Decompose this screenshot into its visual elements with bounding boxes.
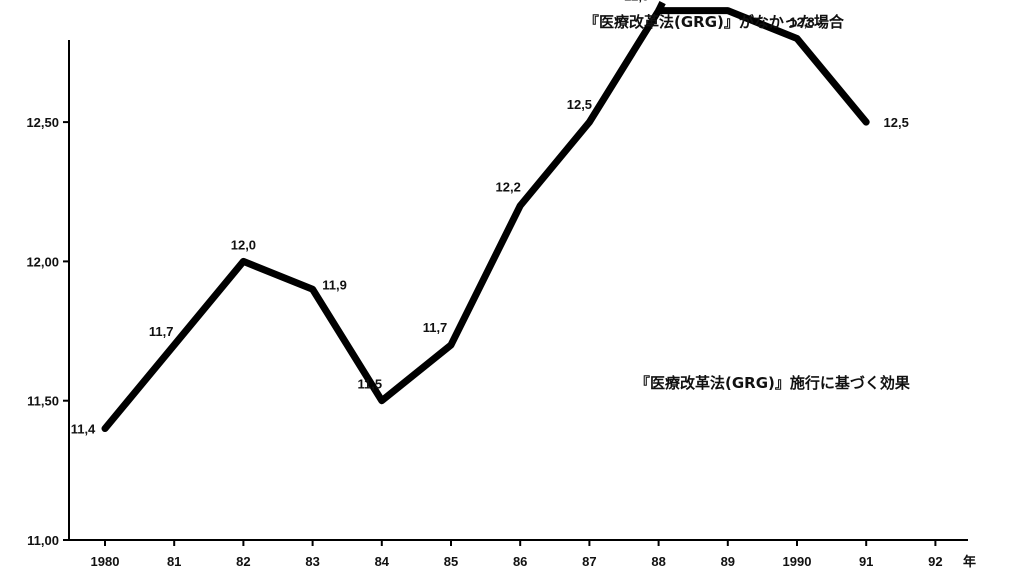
y-tick-label: 11,00 [27,533,59,548]
x-tick-label: 84 [375,554,390,569]
data-label-with-reform: 12,8 [789,15,814,30]
data-label-with-reform: 11,5 [358,377,383,392]
x-tick-label: 87 [582,554,596,569]
data-label-with-reform: 12,5 [884,115,909,130]
data-label-with-reform: 11,7 [423,320,448,335]
axes [68,40,968,541]
data-label-with-reform: 12,0 [231,237,256,252]
data-label-with-reform: 11,7 [149,324,174,339]
data-label-with-reform: 12,9 [624,0,649,4]
y-tick-label: 12,50 [26,115,59,130]
label-layer: 11,4 11,7 12,0 11,9 11,5 11,7 12,2 12,5 12,9 12,9… [71,0,909,437]
data-label-with-reform: 11,4 [71,422,96,437]
x-axis-unit: 年 [963,554,976,569]
x-tick-label: 1990 [783,554,812,569]
data-label-with-reform: 12,5 [567,97,592,112]
data-label-with-reform: 11,9 [322,277,347,292]
x-tick-label: 82 [236,554,250,569]
annotation-with-reform: 『医療改革法(GRG)』施行に基づく効果 [635,374,911,392]
x-tick-label: 86 [513,554,527,569]
annotation-without-reform: 『医療改革法(GRG)』がなかった場合 [584,13,845,31]
series-layer [101,0,870,433]
x-tick-label: 81 [167,554,181,569]
data-label-with-reform: 12,9 [710,0,735,1]
y-tick-label: 12,00 [26,254,59,269]
x-tick-label: 1980 [91,554,120,569]
x-tick-label: 89 [721,554,735,569]
x-ticks: 1980 81 82 83 84 85 86 87 88 89 1990 91 92 [91,540,943,569]
data-label-with-reform: 12,2 [496,180,521,195]
x-tick-label: 92 [928,554,942,569]
y-tick-label: 11,50 [27,394,59,409]
x-tick-label: 88 [651,554,665,569]
x-tick-label: 83 [305,554,319,569]
x-tick-label: 91 [859,554,873,569]
series-line-with-reform [101,7,870,433]
x-tick-label: 85 [444,554,458,569]
